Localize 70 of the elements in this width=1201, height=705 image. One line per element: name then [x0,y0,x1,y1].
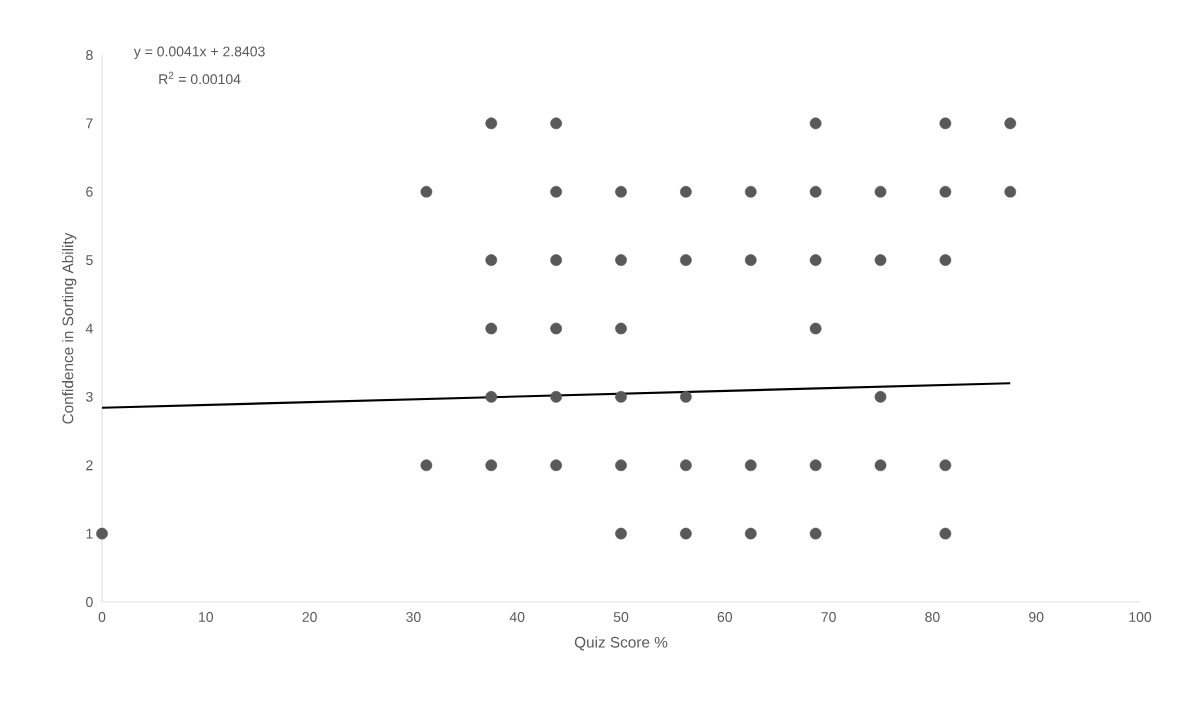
point [1004,185,1017,198]
point [744,459,757,472]
x-tick-label: 20 [302,612,317,622]
x-tick-label: 90 [1029,612,1044,622]
point [96,527,108,540]
point [550,390,562,403]
point [809,527,822,540]
point [809,322,822,335]
x-axis-title: Quiz Score % [574,636,668,651]
point [550,254,562,266]
x-tick-label: 40 [509,612,525,622]
x-tick-label: 50 [613,612,629,622]
x-tick-label: 80 [925,612,940,622]
point [485,117,498,130]
point [485,322,498,335]
point [680,459,692,472]
y-tick-label: 1 [86,528,93,539]
point [615,459,627,472]
point [809,459,822,472]
point [744,254,757,266]
y-axis-title: Confidence in Sorting Ability [62,232,77,424]
point [939,459,952,472]
point [680,527,692,540]
point [615,390,627,403]
point [550,322,562,335]
y-tick-label: 6 [86,186,93,197]
point [939,254,952,266]
x-tick-label: 30 [406,612,421,622]
point [874,459,887,472]
y-tick-label: 8 [86,50,93,60]
point [420,185,433,198]
annotation: R$^{2}$ = 0.00104 [159,71,241,85]
point [744,185,757,198]
point [550,117,562,130]
point [939,117,952,130]
point [420,459,433,472]
y-tick-label: 0 [86,597,93,607]
point [550,459,562,472]
point [615,185,627,198]
point [874,390,887,403]
point [874,254,887,266]
point [809,185,822,198]
point [744,527,757,540]
y-tick-label: 5 [86,255,93,266]
y-tick-label: 3 [86,391,93,402]
x-tick-label: 0 [98,612,106,622]
point [485,390,498,403]
point [615,254,627,266]
y-tick-label: 7 [86,118,93,129]
point [485,254,498,266]
annotation: y = 0.0041x + 2.8403 [133,46,265,60]
point [939,527,952,540]
point [550,185,562,198]
point [1004,117,1017,130]
point [680,185,692,198]
point [485,459,498,472]
y-tick-label: 2 [86,460,93,471]
point [809,117,822,130]
point [615,527,627,540]
point [680,254,692,266]
x-tick-label: 10 [199,612,214,622]
point [615,322,627,335]
x-tick-label: 100 [1129,612,1152,622]
x-tick-label: 60 [717,612,733,622]
y-tick-label: 4 [85,323,93,334]
point [809,254,822,266]
point [680,390,692,403]
point [939,185,952,198]
point [874,185,887,198]
x-tick-label: 70 [821,612,836,622]
